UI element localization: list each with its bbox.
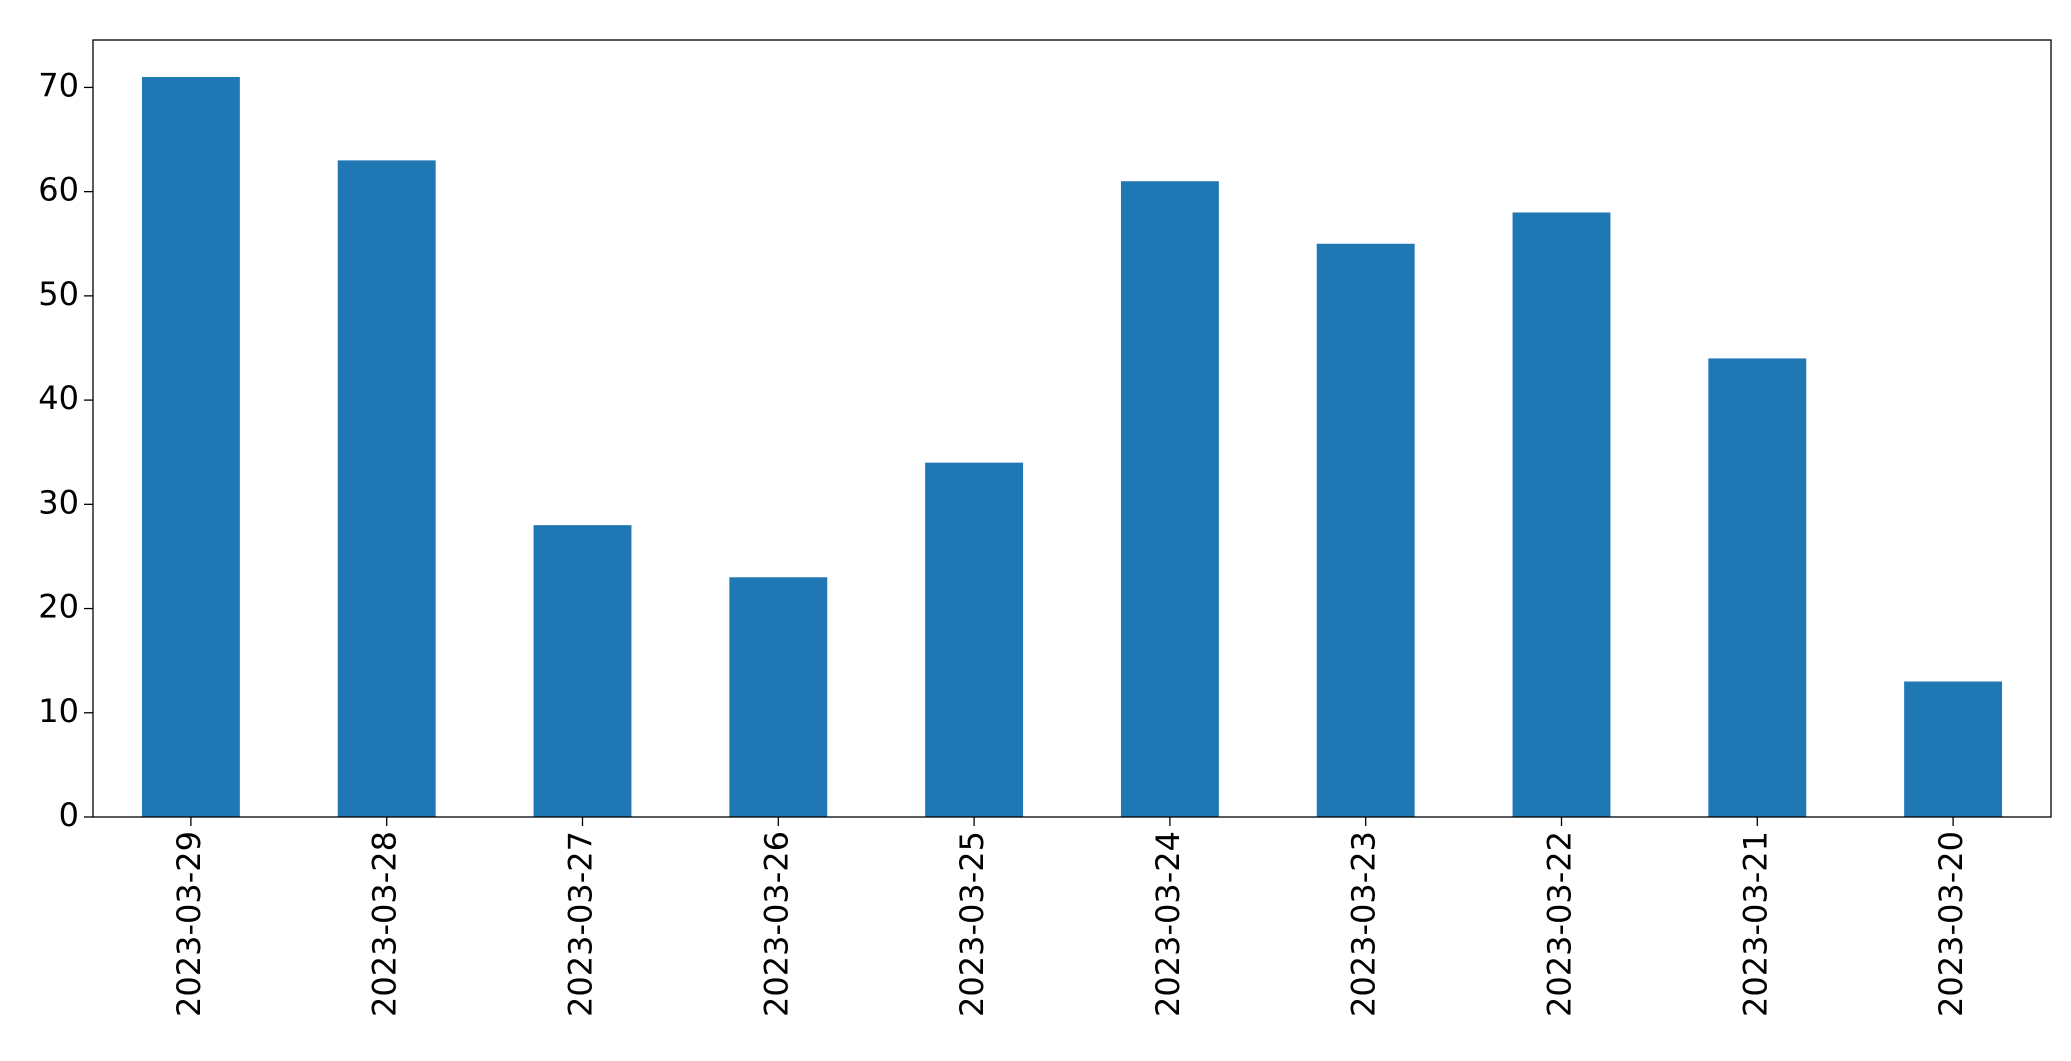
x-tick-label: 2023-03-23 (1345, 831, 1383, 1017)
x-tick-label: 2023-03-21 (1736, 831, 1774, 1017)
y-tick-label: 10 (38, 692, 79, 730)
y-tick-label: 50 (38, 275, 79, 313)
bar (533, 525, 632, 817)
x-tick-label: 2023-03-22 (1541, 831, 1579, 1017)
plot-frame (92, 39, 2052, 818)
x-tick-label: 2023-03-28 (366, 831, 404, 1017)
y-tick-label: 0 (59, 796, 79, 834)
x-tick-label: 2023-03-29 (170, 831, 208, 1017)
x-tick-label: 2023-03-24 (1149, 831, 1187, 1017)
y-tick-label: 70 (38, 66, 79, 104)
x-tick-label: 2023-03-25 (953, 831, 991, 1017)
bar (925, 462, 1024, 817)
x-tick-label: 2023-03-20 (1932, 831, 1970, 1017)
bar (1316, 243, 1415, 817)
y-tick-label: 60 (38, 171, 79, 209)
y-tick-label: 40 (38, 379, 79, 417)
bar (729, 577, 828, 817)
bar (1120, 181, 1219, 818)
x-tick-label: 2023-03-26 (757, 831, 795, 1017)
x-tick-label: 2023-03-27 (562, 831, 600, 1017)
bar (1904, 681, 2003, 817)
bar (141, 77, 240, 817)
y-tick-label: 20 (38, 588, 79, 626)
bar (1708, 358, 1807, 817)
bar (1512, 212, 1611, 818)
bar (337, 160, 436, 818)
y-tick-label: 30 (38, 483, 79, 521)
